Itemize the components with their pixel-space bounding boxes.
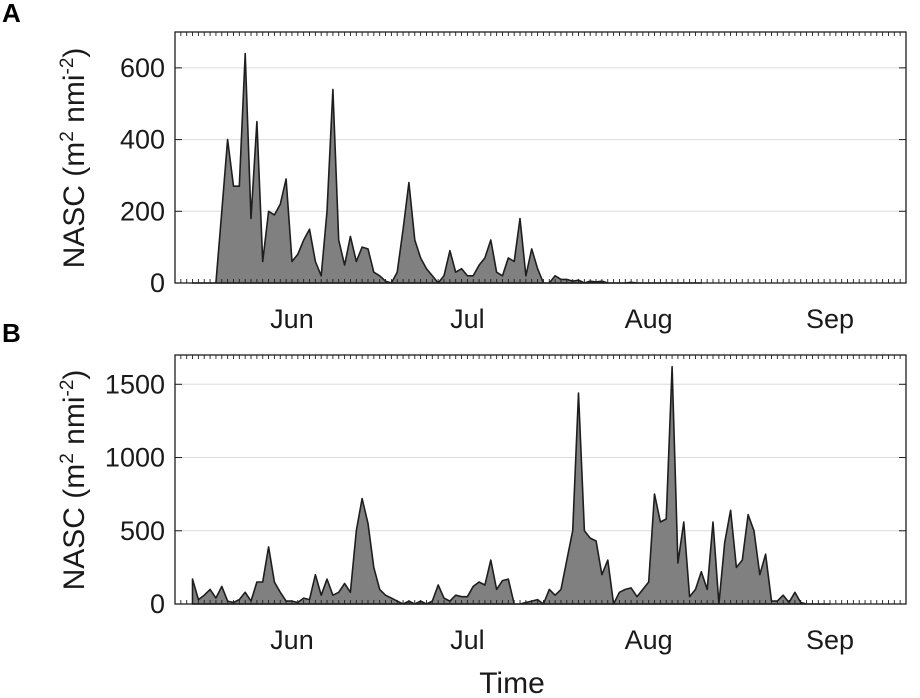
panel-a: A 0 200 400 600 Jun Jul Aug Sep NASC (m2 nmi-2)	[2, 0, 907, 334]
panel-a-grid	[175, 67, 906, 212]
panel-a-axes-frame	[174, 31, 907, 284]
panel-a-series-area	[191, 52, 703, 284]
panel-a-letter: A	[2, 0, 21, 28]
panel-b-x-axis-label: Time	[479, 667, 545, 698]
panel-a-y-tick-label: 400	[120, 125, 165, 155]
panel-a-ticks: 0 200 400 600 Jun Jul Aug Sep	[120, 32, 906, 334]
panel-a-x-tick-label-sep: Sep	[806, 304, 854, 334]
panel-a-y-tick-label: 200	[120, 196, 165, 226]
panel-b-x-tick-label-jun: Jun	[270, 625, 314, 655]
panel-b-y-tick-label: 0	[150, 589, 165, 619]
panel-b-axes-frame	[174, 354, 907, 605]
panel-b-y-axis-label: NASC (m2 nmi-2)	[57, 370, 91, 591]
panel-b-letter: B	[2, 318, 21, 348]
panel-b: B 0 500 1000 1500 Jun Jul Aug Sep NASC (m2 nmi-…	[2, 318, 907, 698]
panel-b-x-tick-label-sep: Sep	[806, 625, 854, 655]
panel-a-y-axis-label: NASC (m2 nmi-2)	[57, 48, 91, 269]
panel-b-ticks: 0 500 1000 1500 Jun Jul Aug Sep	[105, 355, 906, 655]
panel-a-x-tick-label-aug: Aug	[625, 304, 673, 334]
panel-b-grid	[175, 383, 906, 532]
panel-b-x-tick-label-jul: Jul	[450, 625, 485, 655]
panel-a-x-tick-label-jul: Jul	[450, 304, 485, 334]
panel-b-y-tick-label: 1500	[105, 369, 165, 399]
panel-a-y-tick-label: 600	[120, 53, 165, 83]
panel-b-y-tick-label: 1000	[105, 443, 165, 473]
panel-b-series-area	[191, 365, 831, 605]
panel-a-x-tick-label-jun: Jun	[270, 304, 314, 334]
panel-b-y-tick-label: 500	[120, 516, 165, 546]
panel-a-y-tick-label: 0	[150, 268, 165, 298]
panel-b-x-tick-label-aug: Aug	[625, 625, 673, 655]
